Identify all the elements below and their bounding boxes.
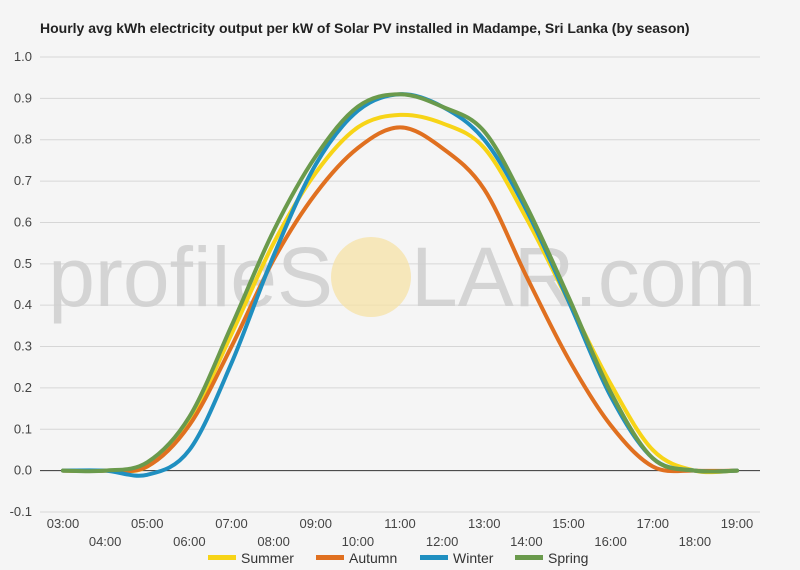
y-tick-label: 0.6: [14, 214, 32, 229]
legend-label: Winter: [453, 550, 494, 566]
x-tick-label: 16:00: [594, 534, 627, 549]
legend: Summer Autumn Winter Spring: [208, 550, 588, 566]
y-tick-label: 0.0: [14, 463, 32, 478]
x-tick-label: 17:00: [636, 516, 669, 531]
legend-swatch: [420, 555, 448, 560]
x-tick-label: 06:00: [173, 534, 206, 549]
legend-item-summer[interactable]: Summer: [208, 550, 294, 566]
y-tick-label: 1.0: [14, 49, 32, 64]
series-line-spring: [61, 92, 739, 474]
x-tick-label: 08:00: [257, 534, 290, 549]
legend-item-spring[interactable]: Spring: [515, 550, 588, 566]
x-tick-label: 09:00: [299, 516, 332, 531]
y-tick-label: 0.2: [14, 380, 32, 395]
y-tick-label: 0.3: [14, 339, 32, 354]
legend-item-autumn[interactable]: Autumn: [316, 550, 397, 566]
y-tick-label: 0.1: [14, 421, 32, 436]
legend-label: Spring: [548, 550, 588, 566]
y-tick-label: 0.5: [14, 256, 32, 271]
watermark-sun-icon: [331, 237, 411, 317]
legend-label: Summer: [241, 550, 294, 566]
series-lines: [61, 92, 739, 478]
y-axis: -0.1 0.0 0.1 0.2 0.3 0.4 0.5 0.6 0.7 0.8 0.9 1.0: [10, 49, 32, 519]
y-tick-label: 0.7: [14, 173, 32, 188]
x-axis: 03:00 04:00 05:00 06:00 07:00 08:00 09:00 10:00…: [47, 516, 754, 549]
y-tick-label: -0.1: [10, 504, 32, 519]
x-tick-label: 18:00: [679, 534, 712, 549]
legend-swatch: [208, 555, 236, 560]
legend-swatch: [515, 555, 543, 560]
series-line-autumn: [61, 125, 739, 474]
legend-item-winter[interactable]: Winter: [420, 550, 494, 566]
x-tick-label: 12:00: [426, 534, 459, 549]
legend-swatch: [316, 555, 344, 560]
x-tick-label: 11:00: [384, 516, 416, 531]
legend-label: Autumn: [349, 550, 397, 566]
x-tick-label: 14:00: [510, 534, 543, 549]
x-tick-label: 04:00: [89, 534, 122, 549]
x-tick-label: 19:00: [721, 516, 754, 531]
y-tick-label: 0.8: [14, 132, 32, 147]
y-tick-label: 0.9: [14, 90, 32, 105]
x-tick-label: 07:00: [215, 516, 248, 531]
x-tick-label: 10:00: [342, 534, 375, 549]
watermark-text-right: LAR.com: [411, 230, 756, 324]
x-tick-label: 15:00: [552, 516, 585, 531]
series-line-summer: [61, 112, 739, 475]
x-tick-label: 13:00: [468, 516, 501, 531]
x-tick-label: 03:00: [47, 516, 80, 531]
x-tick-label: 05:00: [131, 516, 164, 531]
watermark-text-left: profileS: [48, 230, 333, 324]
watermark: profileS LAR.com: [48, 230, 756, 324]
chart-title: Hourly avg kWh electricity output per kW…: [40, 20, 690, 36]
y-tick-label: 0.4: [14, 297, 32, 312]
